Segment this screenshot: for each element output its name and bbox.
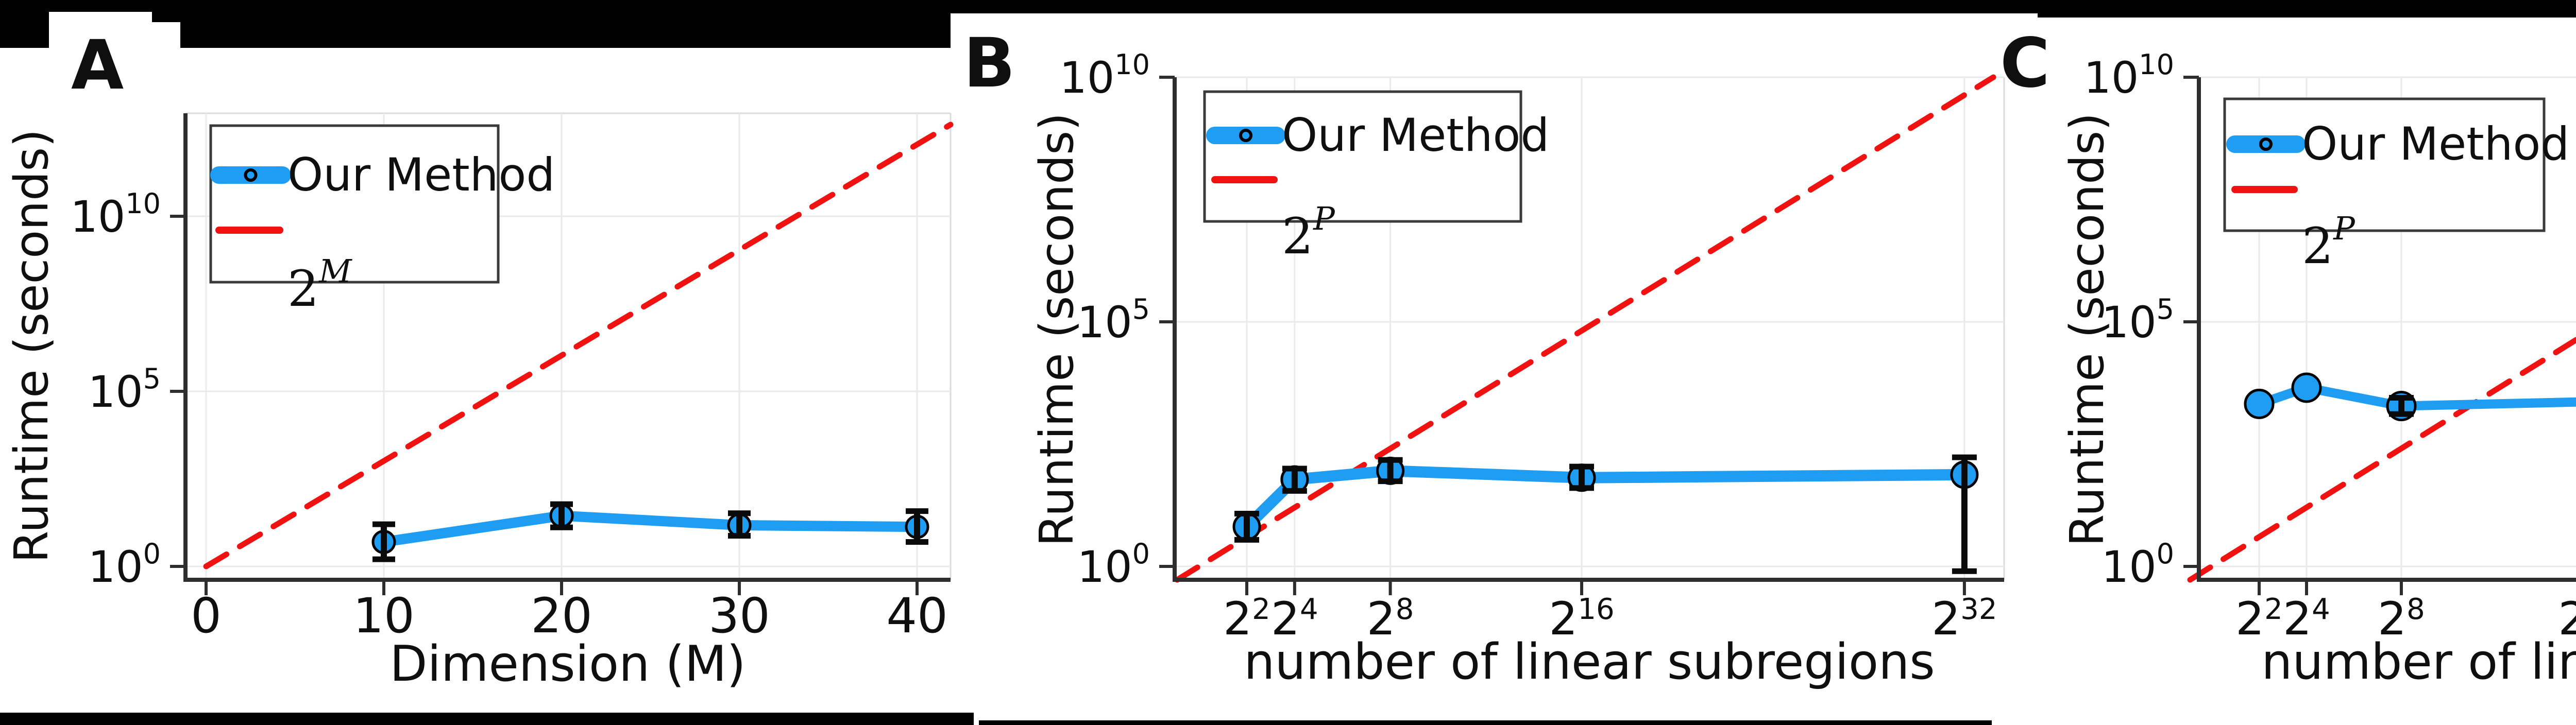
redaction-bar-top-step <box>152 12 180 22</box>
redaction-bar-top-left-block <box>0 12 49 48</box>
redaction-bar-top-strip <box>0 0 951 12</box>
x-axis-title: number of linear subregions <box>2261 634 2576 691</box>
data-point-marker <box>2244 388 2275 419</box>
redaction-bar-top-right <box>2038 0 2576 18</box>
legend: Our Method 2P <box>2223 97 2569 275</box>
panel-letter: B <box>963 24 1015 103</box>
panel-B: 22 24 28 216 232 100 105 1010 Runtime (seconds) n… <box>963 24 2005 691</box>
error-bar <box>2389 395 2414 417</box>
x-tick-label: 216 <box>2558 592 2576 645</box>
legend-label-our-method: Our Method <box>1282 109 1549 162</box>
x-tick-label: 0 <box>191 588 222 644</box>
y-axis-title: Runtime (seconds) <box>5 129 59 563</box>
error-bar <box>1234 510 1259 543</box>
redaction-bar-top-main <box>180 12 951 48</box>
y-tick-label: 105 <box>1077 293 1150 348</box>
reference-line-exponential <box>1174 74 1996 583</box>
legend: Our Method 2P <box>1203 90 1549 265</box>
redaction-bar-bottom-left <box>0 713 974 725</box>
error-bar <box>1569 463 1595 491</box>
legend-label-reference: 2P <box>1282 200 1335 265</box>
error-bar <box>372 521 395 562</box>
x-tick-label: 20 <box>531 588 592 644</box>
data-point-marker <box>2291 372 2322 403</box>
reference-line-exponential <box>2187 336 2576 583</box>
x-tick-label: 22 <box>2235 592 2283 645</box>
legend-box <box>2223 97 2546 232</box>
error-bar <box>550 501 573 530</box>
x-axis-title: Dimension (M) <box>389 636 745 693</box>
x-tick-label: 40 <box>886 588 948 644</box>
reference-line-exponential <box>203 122 954 569</box>
x-axis-title: number of linear subregions <box>1244 634 1935 691</box>
legend-box <box>1203 90 1522 223</box>
legend-marker-circle-icon <box>1239 129 1252 142</box>
legend-box <box>209 124 500 284</box>
y-tick-label: 105 <box>2102 293 2174 348</box>
panel-letter: C <box>2000 24 2050 103</box>
error-bar <box>728 510 751 539</box>
legend-marker-circle-icon <box>2259 137 2273 151</box>
y-tick-label: 1010 <box>70 187 161 242</box>
x-tick-label: 30 <box>708 588 770 644</box>
x-tick-label: 24 <box>1271 592 1318 645</box>
panel-letter: A <box>71 26 124 105</box>
x-tick-label: 28 <box>2378 592 2425 645</box>
y-tick-label: 1010 <box>2083 48 2174 103</box>
error-bar <box>1378 457 1403 485</box>
series-our-method-line <box>1241 465 1970 532</box>
x-tick-label: 22 <box>1223 592 1270 645</box>
y-tick-label: 100 <box>2102 538 2174 592</box>
legend-label-reference: 2M <box>287 252 352 318</box>
x-tick-label: 216 <box>1549 592 1614 645</box>
x-tick-label: 24 <box>2283 592 2330 645</box>
x-tick-label: 232 <box>1931 592 1997 645</box>
redaction-bar-bottom-right <box>979 720 1992 725</box>
y-tick-label: 100 <box>1077 538 1150 592</box>
legend-label-our-method: Our Method <box>287 148 555 201</box>
legend-label-reference: 2P <box>2302 210 2355 275</box>
y-tick-label: 1010 <box>1059 48 1150 103</box>
legend-marker-circle-icon <box>244 168 258 182</box>
x-tick-label: 10 <box>353 588 415 644</box>
y-axis-title: Runtime (seconds) <box>2060 113 2114 547</box>
redaction-bar-top-middle <box>951 0 2038 13</box>
error-bar <box>906 508 928 545</box>
error-bar <box>1952 454 1977 574</box>
legend: Our Method 2M <box>209 124 555 318</box>
y-tick-label: 100 <box>88 538 161 592</box>
series-our-method-line <box>2255 383 2576 411</box>
series-our-method-line <box>379 510 922 547</box>
x-tick-label: 28 <box>1367 592 1414 645</box>
y-axis-title: Runtime (seconds) <box>1030 113 1084 547</box>
error-bar <box>1282 465 1307 494</box>
y-tick-label: 105 <box>88 362 161 417</box>
legend-label-our-method: Our Method <box>2302 117 2569 170</box>
